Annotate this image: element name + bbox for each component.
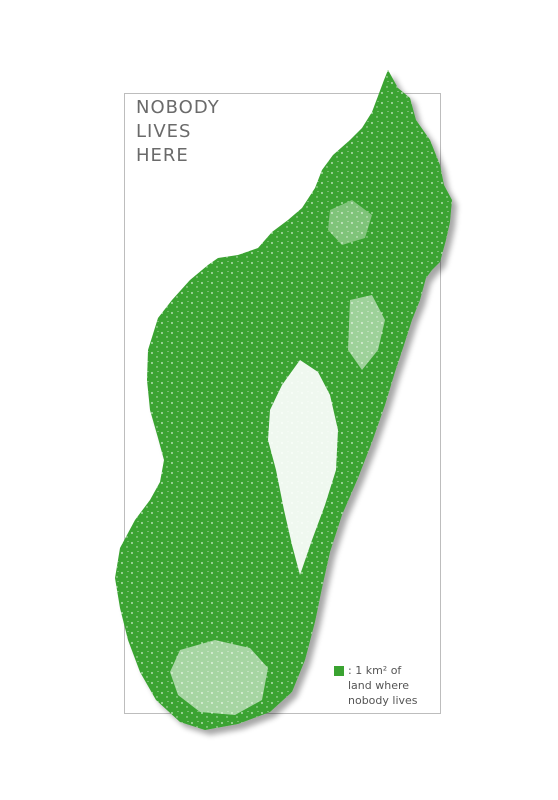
legend-line-2: land where [348,679,410,692]
legend-line-3: nobody lives [348,694,418,707]
map-title: NOBODY LIVES HERE [136,96,286,168]
legend-swatch [334,666,344,676]
title-line-2: LIVES [136,121,192,142]
legend-text: : 1 km² of land where nobody lives [348,663,438,708]
map-frame [124,93,441,714]
title-line-3: HERE [136,145,189,166]
title-line-1: NOBODY [136,97,220,118]
legend-line-1: : 1 km² of [348,664,402,677]
